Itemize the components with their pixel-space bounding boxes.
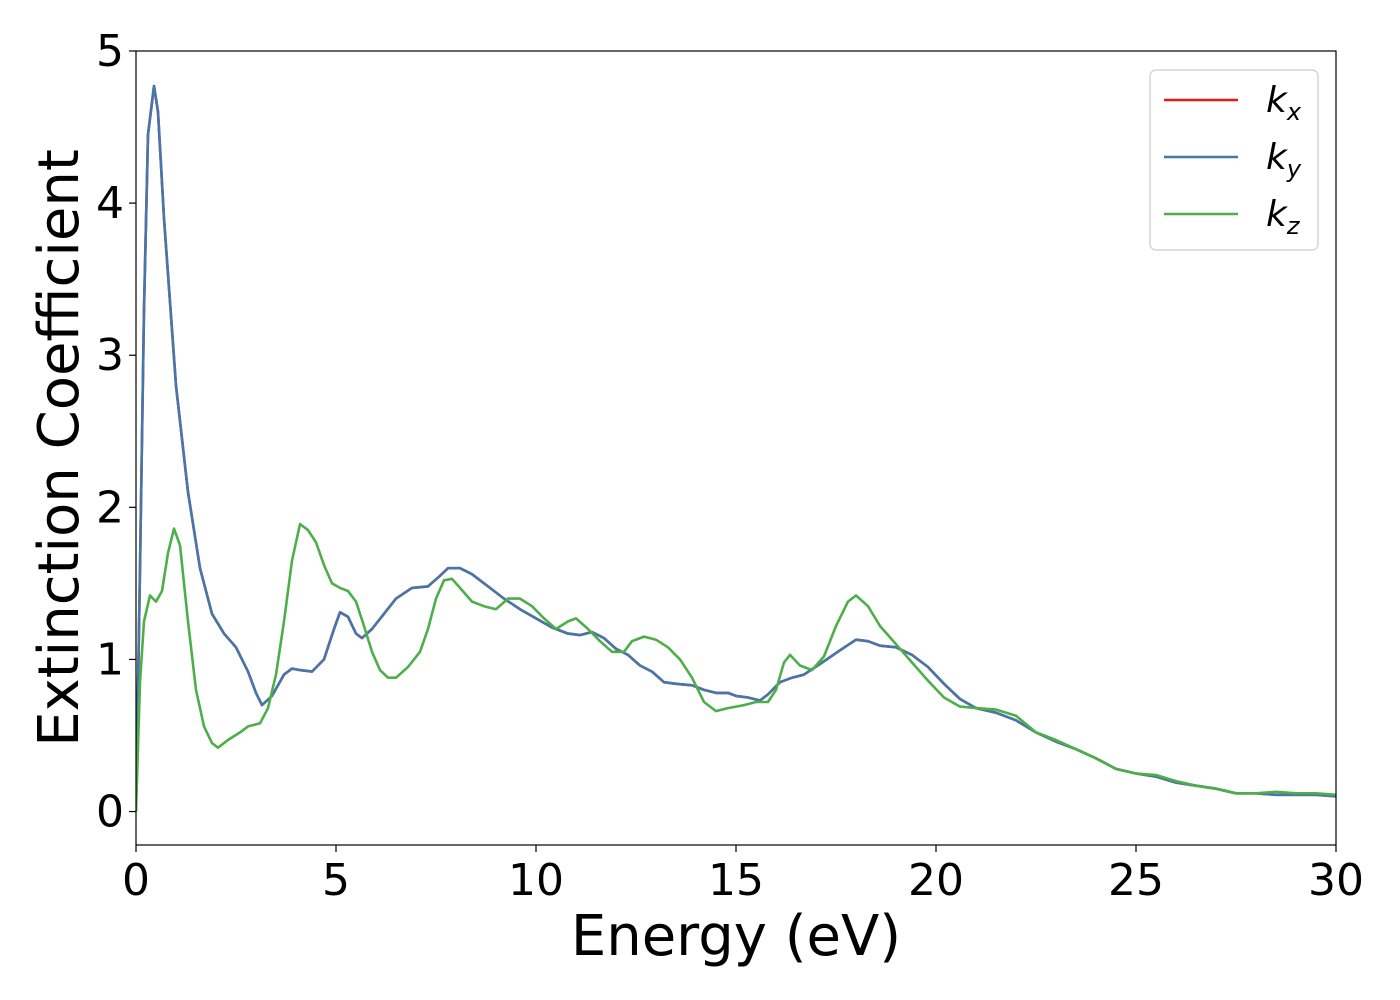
legend-label-sub: z — [1286, 212, 1301, 240]
y-axis-title: Extinction Coefficient — [27, 149, 92, 747]
y-tick-label: 0 — [96, 787, 124, 838]
y-tick-label: 5 — [96, 26, 124, 77]
y-tick-label: 4 — [96, 178, 124, 229]
legend-label-y: ky — [1266, 137, 1302, 183]
plot-area — [136, 84, 1336, 812]
legend-label-main: k — [1266, 194, 1289, 235]
y-axis: 0 1 2 3 4 5 — [96, 26, 136, 838]
legend-label-main: k — [1266, 137, 1289, 178]
legend-label-sub: x — [1286, 98, 1302, 126]
x-tick-label: 20 — [908, 855, 964, 906]
x-tick-label: 5 — [322, 855, 350, 906]
legend-box — [1149, 69, 1319, 251]
legend-label-main: k — [1266, 80, 1289, 121]
legend-label-sub: y — [1286, 155, 1302, 183]
series-line-z — [136, 522, 1336, 812]
legend-label-x: kx — [1266, 80, 1302, 126]
y-tick-label: 3 — [96, 330, 124, 381]
x-tick-label: 25 — [1108, 855, 1164, 906]
x-axis-title: Energy (eV) — [571, 904, 901, 969]
x-tick-label: 15 — [708, 855, 764, 906]
y-tick-label: 1 — [96, 634, 124, 685]
legend-label-z: kz — [1266, 194, 1301, 240]
x-tick-label: 30 — [1308, 855, 1364, 906]
x-tick-label: 0 — [122, 855, 150, 906]
x-tick-label: 10 — [508, 855, 564, 906]
x-axis: 0 5 10 15 20 25 30 — [122, 845, 1364, 906]
y-tick-label: 2 — [96, 482, 124, 533]
